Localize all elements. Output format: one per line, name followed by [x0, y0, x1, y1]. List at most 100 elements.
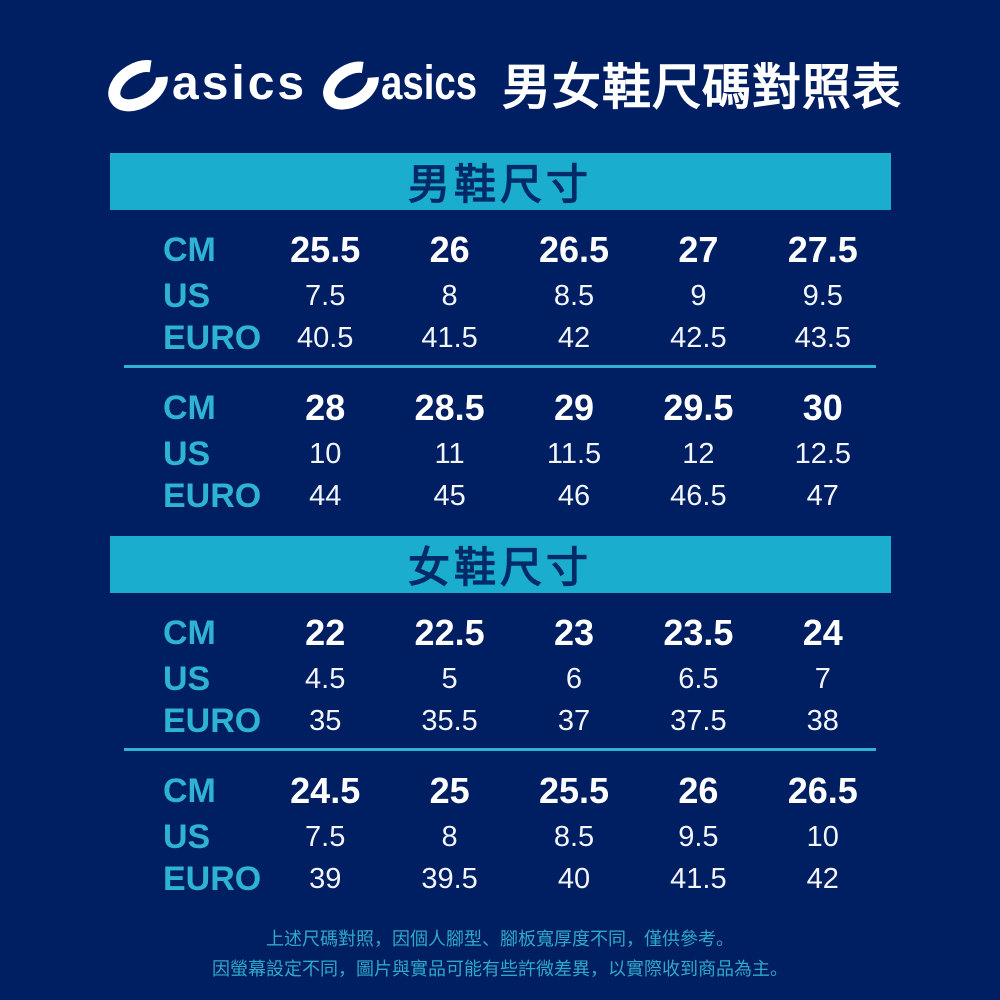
section-divider	[124, 748, 876, 751]
size-value: 46.5	[670, 479, 727, 512]
row-label: EURO	[163, 477, 262, 515]
size-value: 10	[806, 820, 839, 853]
size-value: 25.5	[538, 769, 610, 811]
men-size-tables: CM 25.5 26 26.5 27 27.5 US 7.5 8 8.5 9 9…	[115, 210, 885, 517]
size-value: 9	[690, 279, 707, 312]
size-value: 6	[565, 662, 583, 695]
size-value: 28	[305, 386, 346, 428]
size-value: 22	[305, 611, 346, 653]
size-value: 23	[553, 611, 595, 653]
size-value: 27	[678, 228, 719, 270]
women-size-banner: 女鞋尺寸	[109, 536, 891, 593]
table-row-us: US 10 11 11.5 12 12.5	[115, 433, 885, 475]
asics-swirl-icon	[323, 61, 379, 110]
size-value: 4.5	[305, 662, 346, 695]
size-value: 26	[678, 769, 719, 811]
size-value: 10	[309, 437, 342, 470]
table-row-us: US 4.5 5 6 6.5 7	[115, 658, 885, 700]
row-label: EURO	[163, 702, 262, 740]
asics-wordmark: asics	[172, 56, 308, 110]
table-row-euro: EURO 40.5 41.5 42 42.5 43.5	[115, 317, 885, 359]
row-label: EURO	[163, 319, 262, 357]
size-value: 11.5	[546, 437, 602, 470]
women-table-section-1: CM 22 22.5 23 23.5 24 US 4.5 5 6 6.5 7 E…	[115, 593, 885, 742]
row-label: CM	[163, 613, 216, 652]
men-size-banner: 男鞋尺寸	[109, 153, 891, 210]
table-row-us: US 7.5 8 8.5 9 9.5	[115, 275, 885, 317]
size-value: 12.5	[794, 437, 852, 470]
size-value: 42	[557, 321, 591, 354]
size-value: 47	[806, 479, 839, 512]
table-row-cm: CM 24.5 25 25.5 26 26.5	[115, 765, 885, 816]
row-label: US	[163, 660, 211, 698]
size-value: 26	[429, 228, 470, 270]
section-divider	[124, 365, 876, 368]
row-label: US	[163, 277, 211, 315]
row-label: CM	[163, 771, 216, 810]
size-value: 41.5	[670, 862, 727, 895]
page-title: 男女鞋尺碼對照表	[501, 61, 902, 115]
size-value: 24.5	[290, 769, 361, 811]
size-value: 35.5	[421, 704, 478, 737]
size-value: 38	[806, 704, 839, 737]
size-value: 25.5	[290, 228, 361, 270]
size-value: 45	[433, 479, 466, 512]
size-value: 7.5	[305, 820, 346, 853]
size-value: 9.5	[802, 279, 843, 312]
size-value: 12	[682, 437, 715, 470]
asics-logo-secondary: asics	[321, 55, 501, 113]
size-value: 42.5	[670, 321, 727, 354]
asics-wordmark-condensed: asics	[381, 56, 478, 110]
men-table-section-2: CM 28 28.5 29 29.5 30 US 10 11 11.5 12 1…	[115, 368, 885, 517]
size-value: 29.5	[663, 386, 734, 428]
row-label: US	[163, 435, 211, 473]
row-label: US	[163, 818, 211, 856]
size-value: 5	[441, 662, 458, 695]
size-value: 26.5	[538, 228, 610, 270]
asics-logo-primary: asics	[106, 53, 307, 115]
table-row-us: US 7.5 8 8.5 9.5 10	[115, 816, 885, 858]
size-value: 11	[434, 437, 465, 470]
table-row-euro: EURO 39 39.5 40 41.5 42	[115, 858, 885, 900]
size-value: 8.5	[553, 820, 595, 853]
row-label: CM	[163, 230, 216, 269]
size-value: 39	[309, 862, 342, 895]
table-row-euro: EURO 44 45 46 46.5 47	[115, 475, 885, 517]
size-value: 23.5	[663, 611, 734, 653]
size-value: 30	[802, 386, 843, 428]
size-value: 27.5	[787, 228, 858, 270]
size-value: 28.5	[414, 386, 485, 428]
table-row-cm: CM 25.5 26 26.5 27 27.5	[115, 224, 885, 275]
size-value: 24	[802, 611, 843, 653]
size-value: 40.5	[296, 321, 354, 354]
men-size-banner-label: 男鞋尺寸	[407, 161, 592, 208]
size-value: 25	[429, 769, 470, 811]
size-value: 43.5	[794, 321, 852, 354]
women-size-banner-label: 女鞋尺寸	[407, 544, 592, 591]
table-row-cm: CM 28 28.5 29 29.5 30	[115, 382, 885, 433]
women-size-tables: CM 22 22.5 23 23.5 24 US 4.5 5 6 6.5 7 E…	[115, 593, 885, 900]
size-value: 29	[553, 386, 595, 428]
size-value: 35	[309, 704, 342, 737]
size-value: 22.5	[414, 611, 485, 653]
size-value: 39.5	[421, 862, 478, 895]
disclaimer-line-1: 上述尺碼對照，因個人腳型、腳板寬厚度不同，僅供參考。	[266, 929, 734, 949]
size-value: 42	[806, 862, 839, 895]
size-value: 8	[441, 279, 458, 312]
size-value: 8	[441, 820, 458, 853]
size-value: 26.5	[787, 769, 858, 811]
size-value: 46	[557, 479, 591, 512]
size-value: 37.5	[670, 704, 727, 737]
size-value: 7	[814, 662, 831, 695]
table-row-euro: EURO 35 35.5 37 37.5 38	[115, 700, 885, 742]
size-value: 41.5	[421, 321, 478, 354]
size-value: 6.5	[678, 662, 719, 695]
disclaimer-line-2: 因螢幕設定不同，圖片與實品可能有些許微差異，以實際收到商品為主。	[212, 959, 788, 979]
row-label: EURO	[163, 860, 262, 898]
women-table-section-2: CM 24.5 25 25.5 26 26.5 US 7.5 8 8.5 9.5…	[115, 751, 885, 900]
table-row-cm: CM 22 22.5 23 23.5 24	[115, 607, 885, 658]
row-label: CM	[163, 388, 216, 427]
size-value: 8.5	[553, 279, 595, 312]
men-table-section-1: CM 25.5 26 26.5 27 27.5 US 7.5 8 8.5 9 9…	[115, 210, 885, 359]
disclaimer: 上述尺碼對照，因個人腳型、腳板寬厚度不同，僅供參考。 因螢幕設定不同，圖片與實品…	[0, 924, 1000, 984]
